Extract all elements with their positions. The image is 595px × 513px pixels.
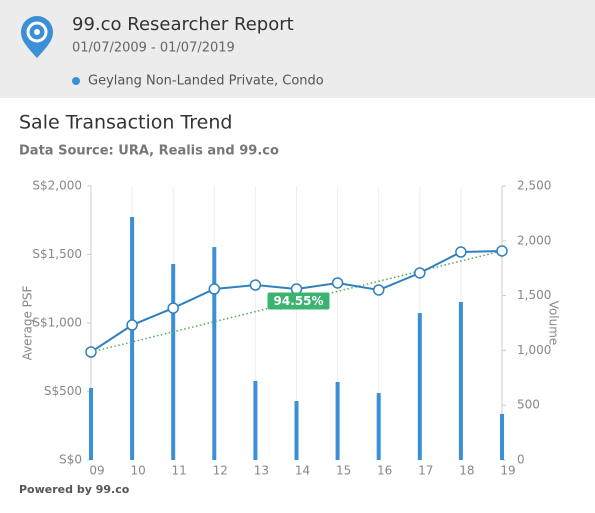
x-tick-label: 10 bbox=[130, 464, 145, 478]
x-tick-label: 16 bbox=[377, 464, 392, 478]
bar bbox=[294, 401, 299, 460]
y-tick-label: S$1,000 bbox=[32, 316, 82, 330]
bar bbox=[171, 264, 176, 460]
point bbox=[414, 267, 426, 279]
bar bbox=[212, 247, 217, 460]
x-tick-label: 19 bbox=[500, 464, 515, 478]
bar bbox=[130, 217, 135, 460]
x-tick-label: 15 bbox=[336, 464, 351, 478]
y2-tick-label: 1,000 bbox=[517, 343, 551, 357]
y2-tick-label: 1,500 bbox=[517, 288, 551, 302]
y-tick-label: S$500 bbox=[44, 384, 82, 398]
y2-axis-label: Volume bbox=[547, 301, 561, 346]
y2-tick-label: 2,000 bbox=[517, 233, 551, 247]
header-filter: Geylang Non-Landed Private, Condo bbox=[88, 74, 324, 89]
y2-tick-label: 500 bbox=[517, 398, 540, 412]
y2-tick-label: 0 bbox=[517, 453, 525, 467]
point bbox=[126, 319, 138, 331]
x-tick-label: 09 bbox=[89, 464, 104, 478]
header-title: 99.co Researcher Report bbox=[72, 14, 294, 35]
point bbox=[85, 346, 97, 358]
x-tick-label: 11 bbox=[172, 464, 187, 478]
bar bbox=[458, 301, 463, 460]
header-bg bbox=[0, 0, 595, 98]
point bbox=[249, 279, 262, 291]
bar bbox=[335, 381, 340, 460]
x-tick-label: 13 bbox=[254, 464, 269, 478]
trendline bbox=[90, 250, 503, 353]
y2-tick-label: 2,500 bbox=[517, 179, 551, 193]
legend-dot bbox=[72, 77, 80, 85]
chart-title: Sale Transaction Trend bbox=[19, 112, 232, 134]
bar bbox=[500, 413, 504, 460]
y-tick-label: S$1,500 bbox=[32, 247, 82, 261]
chart-subtitle: Data Source: URA, Realis and 99.co bbox=[19, 144, 279, 159]
y-tick-label: S$0 bbox=[59, 453, 82, 467]
logo bbox=[21, 16, 53, 58]
point bbox=[372, 284, 385, 296]
bar bbox=[417, 313, 422, 460]
x-tick-label: 14 bbox=[295, 464, 310, 478]
x-tick-label: 12 bbox=[213, 464, 228, 478]
bar bbox=[376, 393, 381, 460]
y-tick-label: S$2,000 bbox=[32, 179, 82, 193]
point bbox=[496, 245, 508, 257]
point bbox=[455, 246, 467, 258]
point bbox=[331, 277, 344, 289]
point bbox=[208, 283, 221, 295]
x-tick-label: 18 bbox=[459, 464, 474, 478]
header-date: 01/07/2009 - 01/07/2019 bbox=[72, 41, 235, 56]
annotation: 94.55% bbox=[274, 294, 324, 308]
x-tick-label: 17 bbox=[418, 464, 433, 478]
footer: Powered by 99.co bbox=[19, 483, 130, 496]
annotation-bg bbox=[267, 292, 330, 310]
bar bbox=[89, 387, 93, 460]
bar bbox=[253, 380, 258, 460]
y-axis-label: Average PSF bbox=[21, 285, 35, 360]
point bbox=[167, 302, 179, 314]
